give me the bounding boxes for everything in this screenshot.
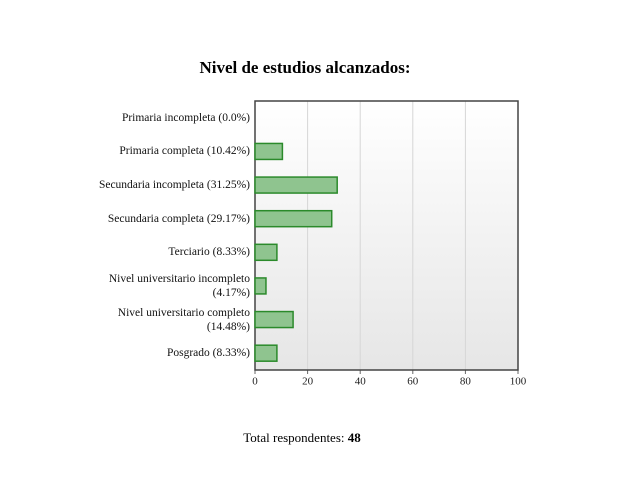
bar <box>254 209 333 228</box>
x-tick-label: 40 <box>355 376 367 388</box>
bar <box>254 176 338 194</box>
y-tick-label: Secundaria incompleta (31.25%) <box>98 179 250 192</box>
y-tick-label: Primaria completa (10.42%) <box>119 145 250 158</box>
x-tick-label: 0 <box>252 376 258 388</box>
y-tick-label: Nivel universitario incompleto (4.17%) <box>108 272 250 299</box>
bar <box>254 277 267 295</box>
footer-value: 48 <box>347 430 361 445</box>
x-tick-label: 20 <box>302 376 314 388</box>
footer: Total respondentes: 48 <box>0 430 604 446</box>
bar <box>254 310 294 329</box>
bar <box>254 243 278 262</box>
x-tick-label: 100 <box>510 376 527 388</box>
x-tick-label: 60 <box>407 376 419 388</box>
chart-title: Nivel de estudios alcanzados: <box>199 58 411 77</box>
bar <box>254 142 284 161</box>
plot-area <box>255 101 518 370</box>
y-tick-label: Posgrado (8.33%) <box>166 347 250 360</box>
footer-label: Total respondentes: <box>243 430 345 445</box>
plot-border <box>254 100 519 371</box>
bar <box>254 344 278 362</box>
x-tick-label: 80 <box>460 376 472 388</box>
y-tick-label: Primaria incompleta (0.0%) <box>121 111 250 124</box>
y-tick-label: Secundaria completa (29.17%) <box>107 212 250 225</box>
y-tick-label: Terciario (8.33%) <box>168 246 250 259</box>
y-tick-label: Nivel universitario completo (14.48%) <box>117 306 250 333</box>
